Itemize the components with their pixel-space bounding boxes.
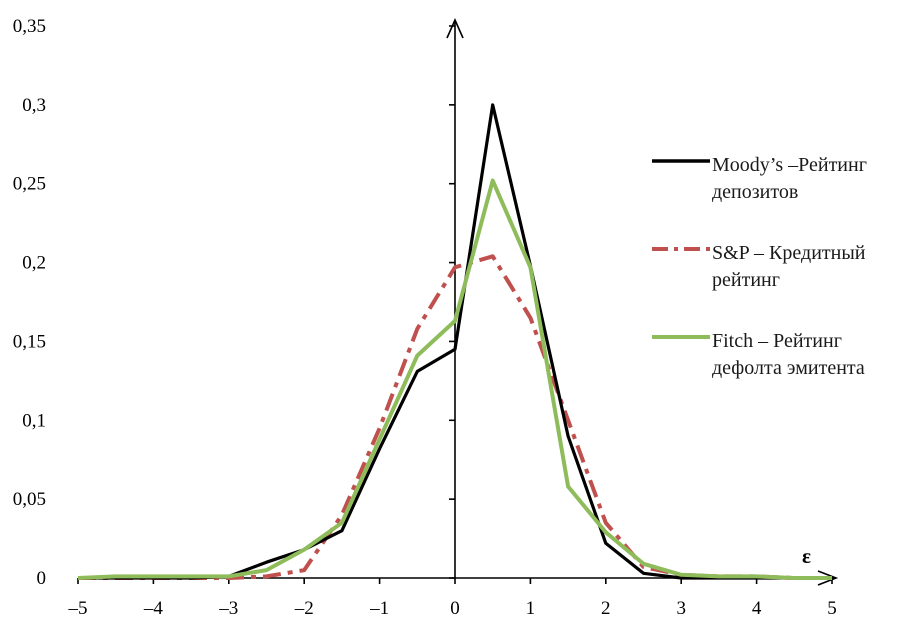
x-axis-label: ε [802,544,811,568]
y-axis: 0 0,05 0,1 0,15 0,2 0,25 0,3 0,35 [13,16,464,589]
series-line-2 [77,178,832,580]
y-tick-label: 0,2 [22,253,46,274]
x-tick-label: –2 [294,598,314,619]
x-tick-label: –3 [218,598,238,619]
legend-swatch-fitch [652,335,710,339]
x-tick-label: 0 [450,598,460,619]
y-tick-label: 0,25 [13,174,46,195]
legend-item-fitch: Fitch – Рейтинг дефолта эмитента [652,328,902,382]
y-tick-label: 0,15 [13,331,46,352]
legend-item-sp: S&P – Кредитный рейтинг [652,240,902,294]
legend: Moody’s –Рейтинг депозитов S&P – Кредитн… [652,152,902,416]
y-tick-label: 0,05 [13,489,46,510]
legend-label-fitch: Fitch – Рейтинг дефолта эмитента [712,330,865,379]
y-tick-label: 0 [37,568,47,589]
x-tick-label: 2 [601,598,611,619]
x-tick-label: 4 [752,598,762,619]
x-tick-label: –1 [369,598,389,619]
legend-label-moodys: Moody’s –Рейтинг депозитов [712,154,867,203]
x-tick-label: –4 [143,598,164,619]
y-tick-label: 0,1 [22,410,46,431]
x-axis-arrow [817,570,839,586]
y-tick-label: 0,3 [22,95,46,116]
y-tick-label: 0,35 [13,16,46,37]
legend-item-moodys: Moody’s –Рейтинг депозитов [652,152,902,206]
x-tick-label: 1 [526,598,536,619]
legend-swatch-sp [652,247,710,251]
series-lines [77,103,832,580]
y-axis-arrow [446,18,464,39]
legend-label-sp: S&P – Кредитный рейтинг [712,242,866,291]
legend-swatch-moodys [652,159,710,163]
x-tick-label: 5 [827,598,837,619]
x-tick-label: –5 [68,598,88,619]
x-tick-label: 3 [676,598,686,619]
